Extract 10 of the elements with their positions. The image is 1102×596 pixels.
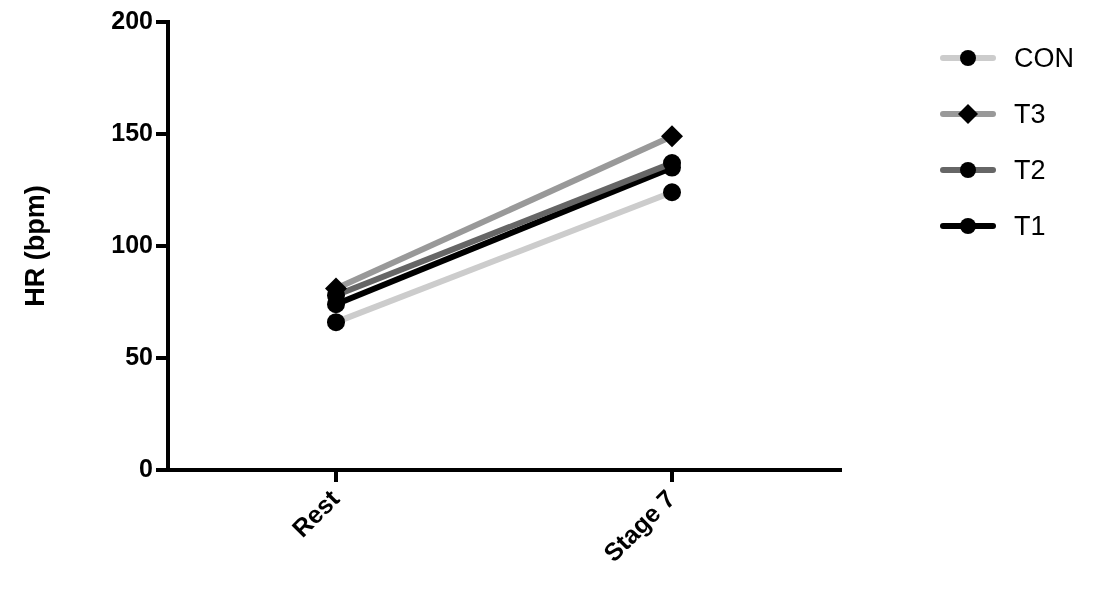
legend-label: T2 [1014,154,1046,186]
y-tick-label: 100 [111,229,153,258]
y-tick-label: 0 [139,453,153,482]
legend-label: T3 [1014,98,1046,130]
y-tick-label: 200 [111,5,153,34]
y-axis-title: HR (bpm) [19,185,50,307]
y-tick-label: 50 [125,341,153,370]
legend-label: T1 [1014,210,1046,242]
y-tick-label: 150 [111,117,153,146]
legend-label: CON [1014,42,1074,74]
